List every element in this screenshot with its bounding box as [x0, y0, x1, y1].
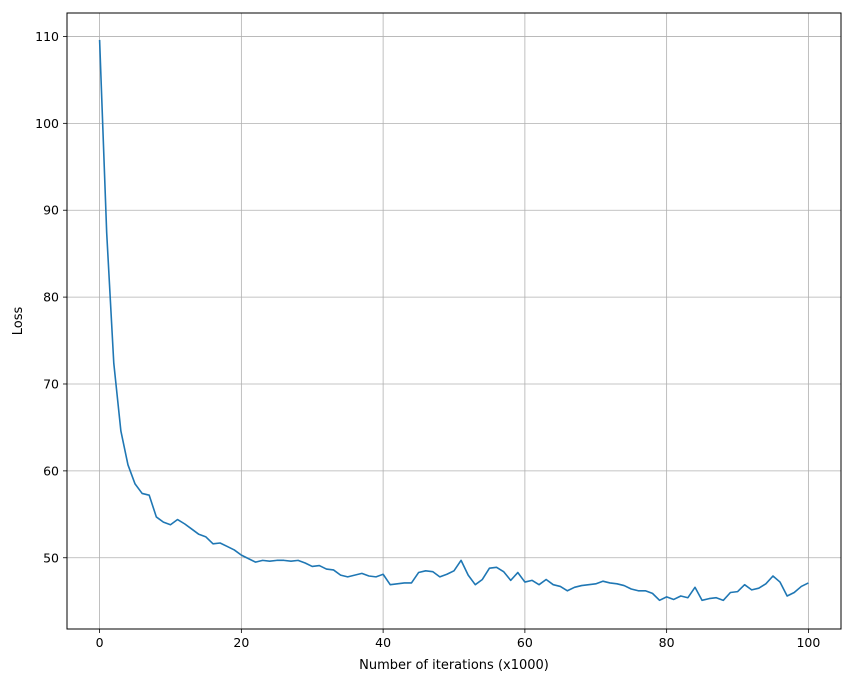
series-layer — [98, 39, 809, 602]
x-tick-label: 40 — [375, 635, 391, 650]
y-tick-label: 50 — [43, 550, 59, 565]
plot-frame — [66, 12, 842, 630]
y-tick-label: 80 — [43, 290, 59, 305]
x-axis-label: Number of iterations (x1000) — [359, 658, 549, 673]
y-tick-label: 100 — [35, 116, 59, 131]
loss-line — [98, 39, 809, 602]
y-tick-label: 90 — [43, 203, 59, 218]
x-tick-label: 100 — [796, 635, 820, 650]
y-axis: 50 60 70 80 90 100 110 — [35, 29, 67, 565]
y-tick-label: 60 — [43, 463, 59, 478]
y-tick-label: 70 — [43, 376, 59, 391]
x-tick-label: 80 — [659, 635, 675, 650]
y-tick-label: 110 — [35, 29, 59, 44]
x-tick-label: 0 — [96, 635, 104, 650]
x-axis: 0 20 40 60 80 100 — [96, 629, 820, 650]
x-tick-label: 60 — [517, 635, 533, 650]
x-tick-label: 20 — [233, 635, 249, 650]
grid-lines — [67, 13, 841, 629]
y-axis-label: Loss — [11, 307, 26, 336]
